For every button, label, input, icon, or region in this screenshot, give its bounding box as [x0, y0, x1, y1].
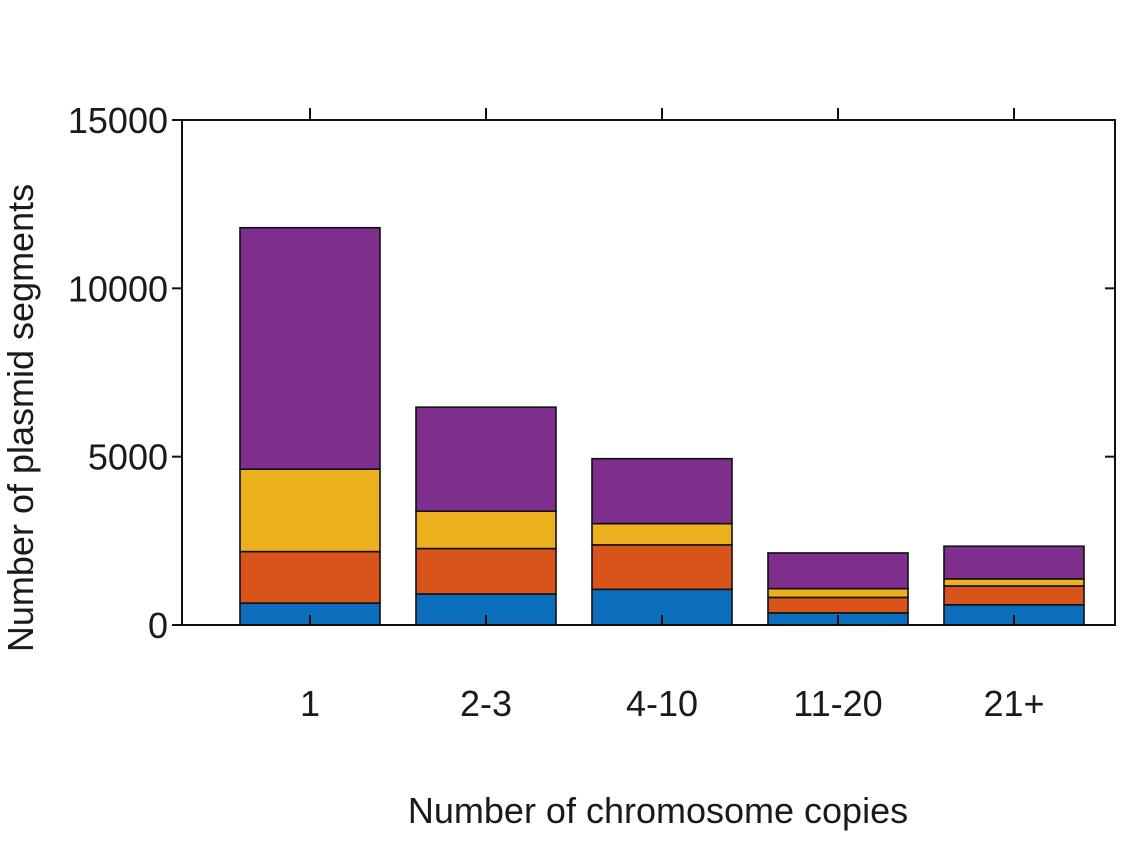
y-axis-label: Number of plasmid segments	[0, 184, 41, 652]
x-axis-label: Number of chromosome copies	[408, 790, 908, 831]
x-tick-label-1: 1	[300, 683, 320, 724]
x-tick-label-2-3: 2-3	[460, 683, 512, 724]
bar-segment-2-2-3	[415, 547, 557, 595]
bar-segment-2-1	[239, 550, 381, 604]
bar-segment-3-1	[239, 468, 381, 553]
y-tick-label: 15000	[68, 100, 168, 141]
bar-segment-4-1	[239, 226, 381, 470]
bar-segment-3-21+	[943, 578, 1085, 587]
plot-frame	[181, 119, 1116, 626]
labels-layer: Number of plasmid segments Number of chr…	[0, 184, 908, 831]
x-tick-label-4-10: 4-10	[626, 683, 698, 724]
bars-layer	[239, 226, 1085, 626]
bar-segment-4-2-3	[415, 406, 557, 513]
x-tick-label-21+: 21+	[983, 683, 1044, 724]
bar-segment-3-2-3	[415, 510, 557, 550]
bar-segment-2-11-20	[767, 596, 909, 614]
y-tick-label: 5000	[88, 437, 168, 478]
bar-segment-4-4-10	[591, 457, 733, 525]
y-tick-label: 10000	[68, 268, 168, 309]
bar-segment-4-11-20	[767, 552, 909, 590]
bar-segment-2-21+	[943, 585, 1085, 606]
bar-segment-3-11-20	[767, 587, 909, 599]
x-tick-label-11-20: 11-20	[793, 683, 882, 724]
bar-segment-2-4-10	[591, 544, 733, 591]
bar-segment-3-4-10	[591, 522, 733, 546]
axes-layer: 0 5000 10000 15000 1 2-3 4-10 11-20 21+	[68, 100, 1116, 724]
bar-segment-4-21+	[943, 545, 1085, 580]
y-tick-label: 0	[148, 605, 168, 646]
